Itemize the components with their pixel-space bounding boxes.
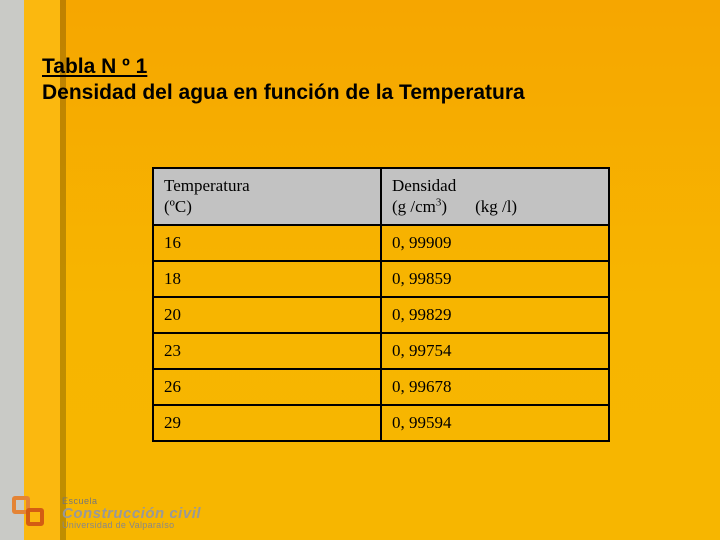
cell-density: 0, 99909 [381,225,609,261]
col-header-dens-line1: Densidad [392,176,456,195]
table-row: 20 0, 99829 [153,297,609,333]
cell-temp: 26 [153,369,381,405]
table-row: 26 0, 99678 [153,369,609,405]
table-row: 18 0, 99859 [153,261,609,297]
cell-density: 0, 99829 [381,297,609,333]
density-table: Temperatura (ºC) Densidad (g /cm3) (kg /… [152,167,610,442]
col-header-temperature: Temperatura (ºC) [153,168,381,225]
table-row: 16 0, 99909 [153,225,609,261]
cell-density: 0, 99754 [381,333,609,369]
title-line-1: Tabla N º 1 [42,55,688,79]
table-body: 16 0, 99909 18 0, 99859 20 0, 99829 23 0… [153,225,609,441]
logo-line2: Construcción civil [62,506,201,521]
cell-density: 0, 99859 [381,261,609,297]
logo-line3: Universidad de Valparaíso [62,521,201,530]
table-row: 29 0, 99594 [153,405,609,441]
table-header-row: Temperatura (ºC) Densidad (g /cm3) (kg /… [153,168,609,225]
logo-mark-icon [12,496,54,530]
cell-temp: 18 [153,261,381,297]
col-header-temp-line1: Temperatura [164,176,250,195]
logo-text: Escuela Construcción civil Universidad d… [62,497,201,530]
density-table-wrap: Temperatura (ºC) Densidad (g /cm3) (kg /… [152,167,610,442]
cell-temp: 29 [153,405,381,441]
cell-temp: 16 [153,225,381,261]
col-header-density: Densidad (g /cm3) (kg /l) [381,168,609,225]
col-header-temp-line2: (ºC) [164,197,192,216]
cell-temp: 23 [153,333,381,369]
table-row: 23 0, 99754 [153,333,609,369]
cell-temp: 20 [153,297,381,333]
cell-density: 0, 99678 [381,369,609,405]
cell-density: 0, 99594 [381,405,609,441]
slide-content: Tabla N º 1 Densidad del agua en función… [0,0,720,540]
title-line-2: Densidad del agua en función de la Tempe… [42,81,688,105]
col-header-dens-unit-a: (g /cm3) [392,196,447,217]
col-header-dens-unit-b: (kg /l) [475,196,517,217]
footer-logo: Escuela Construcción civil Universidad d… [12,496,201,530]
